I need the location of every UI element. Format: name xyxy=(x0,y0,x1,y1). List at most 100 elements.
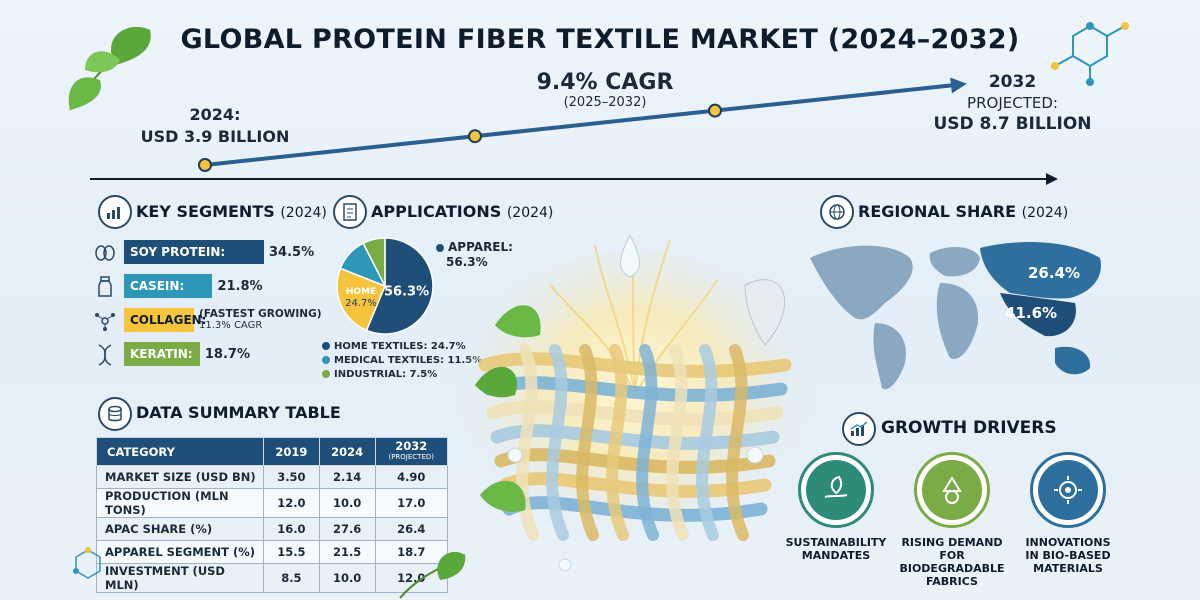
milk-bottle-icon xyxy=(92,276,118,298)
data-summary-table: CATEGORY 2019 2024 2032 (PROJECTED) MARK… xyxy=(96,437,448,593)
row-value-cell: 12.0 xyxy=(374,563,448,593)
row-value-cell: 2.14 xyxy=(318,465,376,489)
row-value-cell: 18.7 xyxy=(374,540,448,564)
legend-item: MEDICAL TEXTILES: 11.5% xyxy=(322,353,482,367)
start-label: 2024: xyxy=(189,105,241,124)
legend-text: MEDICAL TEXTILES: 11.5% xyxy=(334,354,483,366)
col-header-category: CATEGORY xyxy=(96,437,264,466)
leaf-decoration-icon xyxy=(68,26,151,111)
document-chart-icon xyxy=(333,195,367,229)
region-value-top: 26.4% xyxy=(1028,264,1080,282)
cagr-value: 9.4% CAGR xyxy=(536,70,674,95)
col-header-2024: 2024 xyxy=(318,437,376,466)
growth-driver-badge xyxy=(914,452,990,528)
pie-slice-industrial xyxy=(362,237,386,287)
legend-dot-icon xyxy=(322,356,330,364)
row-value-cell: 8.5 xyxy=(263,563,320,593)
growth-drivers: SUSTAINABILITY MANDATES RISING DEMAND FOR B… xyxy=(780,452,1180,592)
timeline-point xyxy=(468,129,482,144)
region-value-bottom: 41.6% xyxy=(1005,304,1057,322)
legend-item: HOME TEXTILES: 24.7% xyxy=(322,339,482,353)
end-value: USD 8.7 BILLION xyxy=(933,114,1092,134)
fiber-strand xyxy=(576,344,599,541)
legend-text: HOME TEXTILES: 24.7% xyxy=(334,340,466,352)
fiber-strand xyxy=(666,344,689,541)
row-value-cell: 3.50 xyxy=(263,465,320,489)
apparel-value: 56.3% xyxy=(446,255,488,269)
row-category-cell: INVESTMENT (USD MLN) xyxy=(96,563,264,593)
growth-timeline xyxy=(90,77,1058,185)
growth-drivers-title: GROWTH DRIVERS xyxy=(881,418,1057,438)
start-value: USD 3.9 BILLION xyxy=(140,127,290,146)
row-value-cell: 10.0 xyxy=(318,563,376,593)
legend-dot-icon xyxy=(322,370,330,378)
segment-bar: SOY PROTEIN: xyxy=(124,240,264,264)
applications-legend: HOME TEXTILES: 24.7% MEDICAL TEXTILES: 11… xyxy=(322,339,482,381)
timeline-point xyxy=(198,158,212,172)
axis-arrowhead-icon xyxy=(1046,173,1058,185)
pie-slice-apparel xyxy=(365,237,434,335)
fiber-strand xyxy=(636,344,659,541)
segment-bar: CASEIN: xyxy=(124,274,213,298)
row-category-cell: APPAREL SEGMENT (%) xyxy=(96,540,264,564)
segment-value: 18.7% xyxy=(204,346,250,362)
world-map: 26.4% 41.6% xyxy=(810,242,1101,390)
segment-bar: KERATIN: xyxy=(124,342,200,366)
row-category-cell: PRODUCTION (MLN TONS) xyxy=(96,488,264,518)
pie-label-home: HOME xyxy=(346,287,376,297)
cagr-period: (2025–2032) xyxy=(563,95,647,110)
growth-driver-badge xyxy=(1030,452,1106,528)
end-sub: PROJECTED: xyxy=(967,94,1058,112)
page-title: GLOBAL PROTEIN FIBER TEXTILE MARKET (202… xyxy=(180,24,1020,55)
leaf-hand-icon xyxy=(806,460,866,520)
bar-chart-icon xyxy=(98,195,132,229)
segment-value: (FASTEST GROWING) 11.3% CAGR xyxy=(199,308,322,332)
legend-item: INDUSTRIAL: 7.5% xyxy=(322,367,482,381)
start-callout: 2024: USD 3.9 BILLION xyxy=(140,104,290,148)
table-row: APPAREL SEGMENT (%) 15.5 21.5 18.7 xyxy=(96,540,448,564)
pie-value-home: 24.7% xyxy=(345,298,377,309)
apparel-callout: APPAREL: 56.3% xyxy=(436,240,513,270)
fiber-strand xyxy=(516,344,539,541)
segment-label: COLLAGEN: xyxy=(130,313,207,327)
trend-line xyxy=(204,83,956,167)
fiber-strand xyxy=(546,344,569,541)
table-row: PRODUCTION (MLN TONS) 12.0 10.0 17.0 xyxy=(96,488,448,518)
table-title: DATA SUMMARY TABLE xyxy=(136,403,341,422)
cagr-callout: 9.4% CAGR (2025–2032) xyxy=(515,70,695,110)
fiber-strand xyxy=(478,352,792,378)
key-segments-title: KEY SEGMENTS (2024) xyxy=(136,202,327,221)
segment-label: SOY PROTEIN: xyxy=(130,245,226,259)
fiber-strand xyxy=(486,400,784,426)
database-icon xyxy=(98,397,132,431)
soybean-icon xyxy=(92,242,118,264)
dna-icon xyxy=(92,344,118,366)
segment-bar: COLLAGEN: xyxy=(124,308,206,332)
pie-label-apparel: 56.3% xyxy=(384,284,429,299)
globe-icon xyxy=(820,195,854,229)
molecule-bottom-decoration-icon xyxy=(73,547,101,579)
trend-arrowhead-icon xyxy=(950,77,967,94)
row-value-cell: 21.5 xyxy=(318,540,376,564)
segment-label: CASEIN: xyxy=(130,279,185,293)
row-category-cell: MARKET SIZE (USD BN) xyxy=(96,465,264,489)
row-value-cell: 27.6 xyxy=(318,517,376,541)
growth-driver-label: INNOVATIONS IN BIO-BASED MATERIALS xyxy=(1025,536,1111,575)
row-value-cell: 15.5 xyxy=(263,540,320,564)
growth-driver-label: RISING DEMAND FOR BIODEGRADABLE FABRICS xyxy=(899,536,1005,588)
woven-fiber-illustration xyxy=(460,233,810,572)
end-callout: 2032 PROJECTED: USD 8.7 BILLION xyxy=(930,72,1095,135)
row-category-cell: APAC SHARE (%) xyxy=(96,517,264,541)
applications-title: APPLICATIONS (2024) xyxy=(371,202,554,221)
segment-value: 21.8% xyxy=(217,278,263,294)
pie-slice-home-textiles xyxy=(336,267,386,332)
segment-value: 34.5% xyxy=(269,244,315,260)
segment-label: KERATIN: xyxy=(130,347,193,361)
leaf-bottom-decoration-icon xyxy=(399,551,466,599)
row-value-cell: 12.0 xyxy=(263,488,320,518)
recycle-icon xyxy=(922,460,982,520)
table-row: MARKET SIZE (USD BN) 3.50 2.14 4.90 xyxy=(96,465,448,489)
legend-dot-icon xyxy=(322,342,330,350)
